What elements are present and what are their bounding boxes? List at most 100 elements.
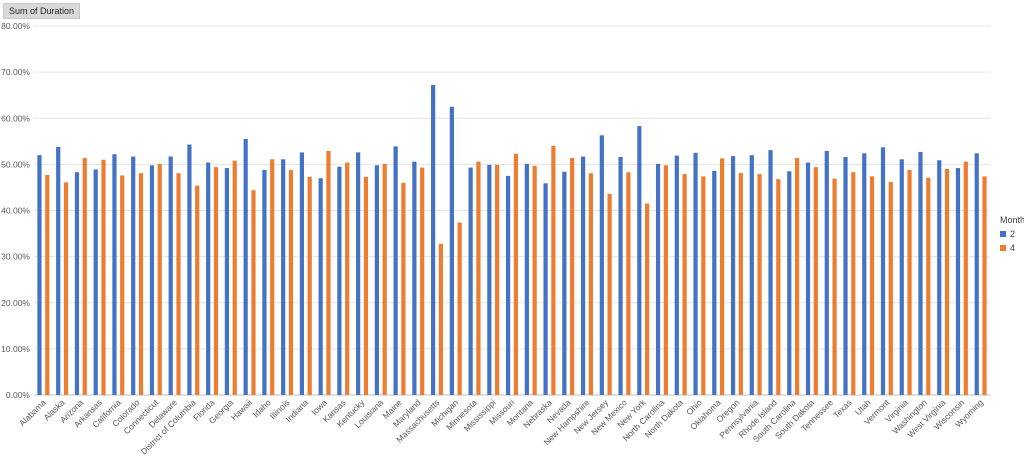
bar-nebraska-month-2[interactable] [543,183,548,395]
bar-new-jersey-month-2[interactable] [599,135,604,395]
bar-arizona-month-4[interactable] [82,157,87,395]
bar-north-dakota-month-4[interactable] [682,174,687,395]
bar-michigan-month-2[interactable] [449,106,454,395]
bar-louisiana-month-2[interactable] [374,165,379,395]
bar-maryland-month-4[interactable] [420,167,425,395]
bar-california-month-4[interactable] [120,175,125,395]
bar-montana-month-4[interactable] [532,165,537,395]
bar-ohio-month-4[interactable] [701,176,706,395]
bar-missouri-month-4[interactable] [513,153,518,395]
bar-massachusetts-month-4[interactable] [438,243,444,395]
bar-south-carolina-month-4[interactable] [794,157,800,395]
bar-new-jersey-month-4[interactable] [607,193,612,395]
bar-west-virginia-month-4[interactable] [944,168,950,395]
bar-indiana-month-2[interactable] [299,152,304,395]
bar-kentucky-month-4[interactable] [363,176,369,395]
bar-georgia-month-4[interactable] [232,160,237,395]
bar-missouri-month-2[interactable] [506,175,511,395]
bar-maryland-month-2[interactable] [412,161,417,395]
bar-kentucky-month-2[interactable] [356,152,361,395]
bar-nevada-month-2[interactable] [562,171,567,395]
bar-maine-month-2[interactable] [393,146,398,395]
bar-tennessee-month-2[interactable] [824,151,829,395]
bar-ohio-month-2[interactable] [693,152,698,395]
bar-alabama-month-2[interactable] [37,155,42,395]
bar-minnesota-month-4[interactable] [476,161,481,395]
bar-new-york-month-4[interactable] [645,203,650,395]
bar-maine-month-4[interactable] [401,182,406,395]
bar-iowa-month-2[interactable] [318,178,323,395]
bar-wyoming-month-2[interactable] [974,153,979,395]
bar-california-month-2[interactable] [112,154,117,395]
bar-hawaii-month-2[interactable] [243,139,248,395]
legend-item-2[interactable]: 2 [1000,227,1024,241]
bar-new-hampshire-month-4[interactable] [588,173,593,395]
bar-virginia-month-4[interactable] [907,169,912,395]
bar-tennessee-month-4[interactable] [832,178,837,395]
bar-west-virginia-month-2[interactable] [937,160,942,395]
bar-arkansas-month-2[interactable] [93,169,98,395]
bar-new-mexico-month-2[interactable] [618,157,623,395]
bar-south-carolina-month-2[interactable] [787,171,792,395]
bar-michigan-month-4[interactable] [457,222,462,395]
bar-pennsylvania-month-2[interactable] [749,155,754,395]
bar-alaska-month-2[interactable] [56,146,61,395]
bar-wisconsin-month-2[interactable] [955,168,961,395]
bar-washington-month-2[interactable] [918,151,923,395]
bar-texas-month-4[interactable] [851,172,856,395]
bar-virginia-month-2[interactable] [899,159,904,395]
bar-alaska-month-4[interactable] [63,182,69,395]
bar-north-carolina-month-4[interactable] [663,165,668,395]
bar-kansas-month-4[interactable] [345,162,350,395]
bar-delaware-month-4[interactable] [176,173,181,395]
bar-vermont-month-4[interactable] [888,181,893,395]
bar-delaware-month-2[interactable] [168,156,173,395]
bar-florida-month-4[interactable] [213,167,219,395]
bar-texas-month-2[interactable] [843,157,848,395]
bar-georgia-month-2[interactable] [224,168,230,395]
bar-kansas-month-2[interactable] [337,166,342,395]
bar-washington-month-4[interactable] [926,177,931,395]
bar-oklahoma-month-4[interactable] [720,158,725,395]
bar-massachusetts-month-2[interactable] [431,85,436,395]
bar-illinois-month-2[interactable] [281,159,286,395]
bar-colorado-month-4[interactable] [138,173,144,395]
bar-illinois-month-4[interactable] [288,169,294,395]
bar-new-mexico-month-4[interactable] [626,172,631,395]
legend-item-4[interactable]: 4 [1000,241,1024,255]
bar-oklahoma-month-2[interactable] [712,170,717,395]
bar-alabama-month-4[interactable] [45,174,50,395]
bar-oregon-month-2[interactable] [730,156,736,395]
bar-connecticut-month-4[interactable] [157,163,162,395]
bar-indiana-month-4[interactable] [307,176,312,395]
sum-of-duration-field-button[interactable]: Sum of Duration [3,3,81,19]
bar-mississippi-month-4[interactable] [495,164,500,395]
bar-hawaii-month-4[interactable] [251,190,256,395]
bar-district-of-columbia-month-2[interactable] [187,144,192,395]
bar-iowa-month-4[interactable] [326,151,331,395]
bar-wyoming-month-4[interactable] [982,176,987,395]
bar-new-hampshire-month-2[interactable] [580,156,586,395]
bar-oregon-month-4[interactable] [738,173,743,395]
bar-utah-month-4[interactable] [869,176,875,395]
bar-louisiana-month-4[interactable] [382,163,387,395]
bar-north-carolina-month-2[interactable] [655,163,661,395]
bar-idaho-month-2[interactable] [262,169,267,395]
bar-minnesota-month-2[interactable] [468,167,473,395]
bar-idaho-month-4[interactable] [270,159,275,395]
bar-mississippi-month-2[interactable] [487,164,492,395]
bar-north-dakota-month-2[interactable] [674,155,679,395]
bar-connecticut-month-2[interactable] [149,165,155,395]
bar-nevada-month-4[interactable] [570,157,575,395]
bar-montana-month-2[interactable] [524,163,529,395]
bar-florida-month-2[interactable] [206,162,211,395]
bar-rhode-island-month-2[interactable] [768,150,773,395]
bar-arizona-month-2[interactable] [74,172,80,395]
bar-colorado-month-2[interactable] [131,156,136,395]
bar-utah-month-2[interactable] [862,153,867,395]
bar-arkansas-month-4[interactable] [101,159,106,395]
bar-rhode-island-month-4[interactable] [776,179,781,395]
bar-south-dakota-month-4[interactable] [813,167,818,395]
bar-district-of-columbia-month-4[interactable] [195,185,200,395]
bar-new-york-month-2[interactable] [637,126,642,395]
